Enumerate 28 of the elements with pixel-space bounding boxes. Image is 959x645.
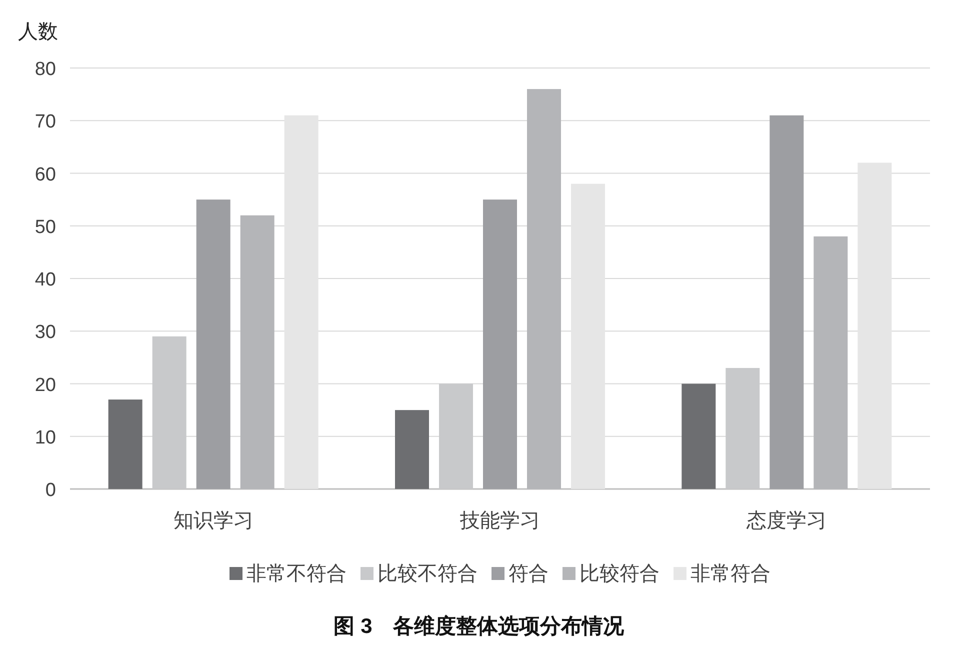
- legend-label: 比较符合: [580, 563, 660, 585]
- bar: [571, 184, 605, 489]
- y-tick-label: 20: [34, 374, 56, 396]
- bar: [108, 400, 142, 489]
- x-tick-label: 技能学习: [459, 510, 540, 532]
- bar: [284, 115, 318, 489]
- bar: [770, 115, 804, 489]
- y-tick-label: 80: [34, 59, 56, 80]
- y-tick-label: 0: [45, 480, 56, 501]
- y-tick-label: 50: [34, 216, 56, 238]
- y-axis-title: 人数: [18, 21, 58, 43]
- y-tick-label: 40: [34, 270, 56, 290]
- legend-label: 非常不符合: [246, 563, 346, 585]
- bar: [395, 410, 429, 489]
- legend-label: 比较不符合: [378, 563, 478, 585]
- y-tick-label: 10: [34, 427, 56, 448]
- y-tick-label: 70: [34, 112, 56, 133]
- y-tick-label: 60: [34, 164, 56, 186]
- bar: [682, 384, 716, 489]
- text: 图 3 各维度整体选项分布情况: [334, 614, 626, 638]
- bar: [483, 200, 517, 489]
- bar: [858, 162, 892, 489]
- bar: [196, 200, 230, 489]
- x-tick-label: 态度学习: [746, 510, 827, 532]
- y-tick-label: 30: [34, 322, 56, 344]
- legend-label: 符合: [508, 563, 548, 585]
- x-tick-label: 知识学习: [173, 510, 254, 532]
- legend-label: 非常符合: [690, 563, 770, 585]
